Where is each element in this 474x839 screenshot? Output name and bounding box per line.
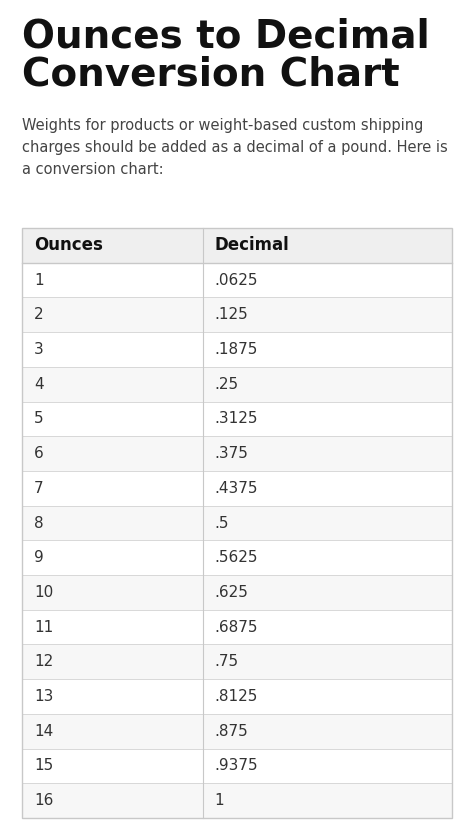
Bar: [22, 297, 452, 332]
Text: .625: .625: [215, 585, 248, 600]
Bar: [22, 784, 452, 818]
Text: 13: 13: [34, 689, 54, 704]
Bar: [22, 644, 452, 680]
Text: 4: 4: [34, 377, 44, 392]
Text: 11: 11: [34, 620, 53, 634]
Bar: [22, 506, 452, 540]
Text: .25: .25: [215, 377, 239, 392]
Text: 6: 6: [34, 446, 44, 461]
Text: 16: 16: [34, 793, 54, 808]
Text: .75: .75: [215, 654, 239, 670]
Bar: [22, 714, 452, 748]
Text: 7: 7: [34, 481, 44, 496]
Bar: [22, 367, 452, 402]
Text: .1875: .1875: [215, 342, 258, 357]
Bar: [22, 540, 452, 575]
Text: .125: .125: [215, 307, 248, 322]
Text: .9375: .9375: [215, 758, 258, 774]
Text: .4375: .4375: [215, 481, 258, 496]
Bar: [22, 680, 452, 714]
Text: .0625: .0625: [215, 273, 258, 288]
Text: Decimal: Decimal: [215, 237, 289, 254]
Text: 1: 1: [215, 793, 224, 808]
Text: 2: 2: [34, 307, 44, 322]
Bar: [22, 471, 452, 506]
Text: 8: 8: [34, 515, 44, 530]
Bar: [22, 575, 452, 610]
Text: .375: .375: [215, 446, 248, 461]
Text: .5: .5: [215, 515, 229, 530]
Bar: [22, 263, 452, 297]
Text: .5625: .5625: [215, 550, 258, 565]
Text: .3125: .3125: [215, 411, 258, 426]
Bar: [22, 402, 452, 436]
Text: 5: 5: [34, 411, 44, 426]
Text: 14: 14: [34, 724, 53, 738]
Text: Conversion Chart: Conversion Chart: [22, 56, 400, 94]
Bar: [22, 228, 452, 818]
Text: 15: 15: [34, 758, 53, 774]
Bar: [22, 436, 452, 471]
Bar: [22, 228, 452, 263]
Bar: [22, 748, 452, 784]
Bar: [22, 610, 452, 644]
Text: .875: .875: [215, 724, 248, 738]
Bar: [22, 332, 452, 367]
Text: .8125: .8125: [215, 689, 258, 704]
Text: 12: 12: [34, 654, 53, 670]
Bar: [22, 228, 452, 818]
Text: Ounces: Ounces: [34, 237, 103, 254]
Text: 3: 3: [34, 342, 44, 357]
Text: Weights for products or weight-based custom shipping
charges should be added as : Weights for products or weight-based cus…: [22, 118, 448, 177]
Text: 1: 1: [34, 273, 44, 288]
Text: Ounces to Decimal: Ounces to Decimal: [22, 18, 430, 56]
Text: .6875: .6875: [215, 620, 258, 634]
Text: 9: 9: [34, 550, 44, 565]
Text: 10: 10: [34, 585, 53, 600]
